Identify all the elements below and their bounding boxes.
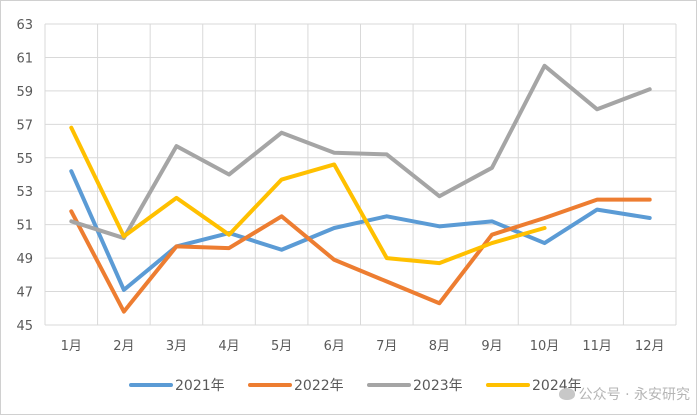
x-axis-ticks: 1月 2月 3月 4月 5月 6月 7月 8月 9月 10月 11月 12月	[61, 339, 665, 354]
series-line-2023年	[69, 63, 652, 241]
x-tick-label: 7月	[376, 339, 397, 354]
y-tick-label: 51	[16, 219, 33, 234]
x-tick-label: 12月	[635, 339, 665, 354]
x-tick-label: 11月	[582, 339, 612, 354]
y-tick-label: 63	[16, 18, 33, 33]
y-tick-label: 57	[16, 118, 33, 133]
y-tick-label: 53	[16, 185, 33, 200]
legend-label: 2022年	[294, 378, 344, 394]
x-tick-label: 1月	[61, 339, 82, 354]
legend-label: 2023年	[413, 378, 463, 394]
wechat-icon	[558, 388, 575, 400]
watermark: 公众号 · 永安研究	[558, 384, 690, 404]
y-tick-label: 61	[16, 51, 33, 66]
legend: 2021年 2022年 2023年 2024年	[129, 378, 582, 394]
watermark-text: 公众号 · 永安研究	[578, 387, 690, 403]
y-tick-label: 49	[16, 252, 33, 267]
series-line-2022年	[69, 197, 652, 314]
series-line-2021年	[69, 169, 652, 292]
x-tick-label: 9月	[481, 339, 502, 354]
y-tick-label: 47	[16, 286, 33, 301]
x-tick-label: 4月	[218, 339, 239, 354]
x-tick-label: 5月	[271, 339, 292, 354]
x-tick-label: 8月	[429, 339, 450, 354]
y-axis-ticks: 45 47 49 51 53 55 57 59 61 63	[16, 18, 33, 334]
series-line-2024年	[69, 125, 547, 266]
x-tick-label: 2月	[113, 339, 134, 354]
x-tick-label: 10月	[530, 339, 560, 354]
y-tick-label: 55	[16, 152, 33, 167]
x-tick-label: 6月	[324, 339, 345, 354]
y-tick-label: 45	[16, 319, 33, 334]
series-lines	[69, 63, 652, 314]
y-tick-label: 59	[16, 85, 33, 100]
grid-lines	[44, 23, 677, 326]
x-tick-label: 3月	[166, 339, 187, 354]
legend-label: 2021年	[175, 378, 225, 394]
